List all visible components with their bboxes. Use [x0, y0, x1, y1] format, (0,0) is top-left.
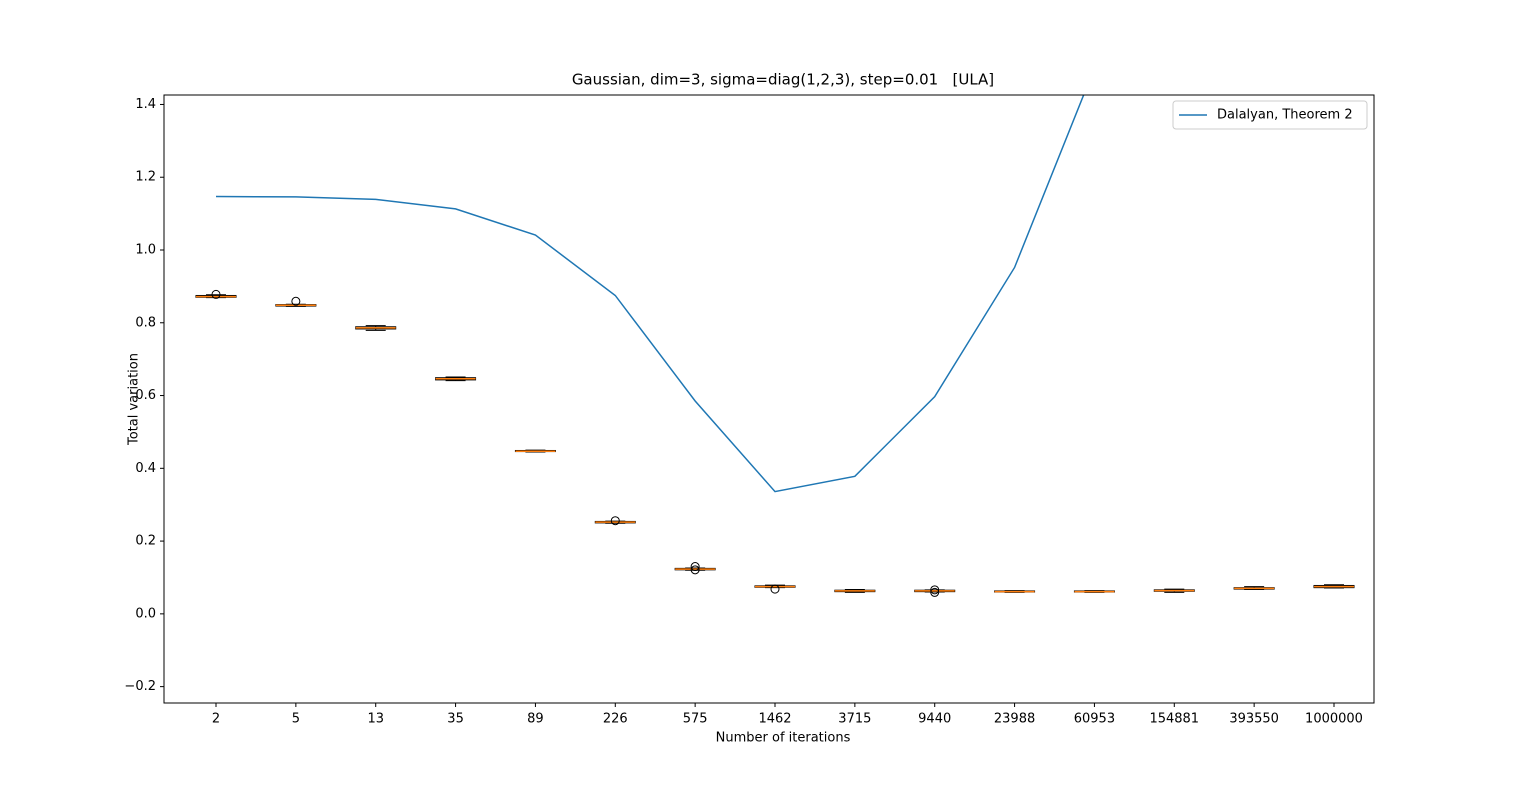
outlier — [610, 516, 620, 526]
y-tick-label: 0.8 — [135, 315, 156, 330]
outlier — [291, 296, 301, 306]
plot-area — [195, 95, 1355, 597]
x-tick-label: 13 — [367, 712, 384, 727]
outlier — [690, 565, 700, 575]
x-tick-label: 2 — [212, 712, 220, 727]
axes-frame — [163, 94, 1375, 704]
x-tick-label: 1462 — [758, 712, 791, 727]
y-tick-label: 0.2 — [135, 534, 156, 549]
x-tick-label: 35 — [447, 712, 464, 727]
y-tick-label: 1.4 — [135, 97, 156, 112]
legend-box — [1172, 100, 1368, 130]
outlier — [770, 584, 780, 594]
y-tick-label: 1.2 — [135, 170, 156, 185]
x-tick-label: 5 — [292, 712, 300, 727]
x-tick-label: 1000000 — [1305, 712, 1363, 727]
x-axis-label: Number of iterations — [716, 731, 851, 746]
outlier — [211, 289, 221, 299]
line-series — [215, 95, 1085, 493]
x-tick-label: 23988 — [994, 712, 1035, 727]
outlier — [690, 562, 700, 572]
x-tick-label: 89 — [527, 712, 544, 727]
chart-title: Gaussian, dim=3, sigma=diag(1,2,3), step… — [572, 71, 994, 89]
x-tick-label: 9440 — [918, 712, 951, 727]
x-tick-label: 575 — [683, 712, 708, 727]
x-tick-label: 393550 — [1229, 712, 1279, 727]
y-tick-label: 1.0 — [135, 243, 156, 258]
x-tick-label: 154881 — [1149, 712, 1199, 727]
x-tick-label: 226 — [603, 712, 628, 727]
y-tick-label: 0.4 — [135, 461, 156, 476]
y-tick-label: 0.0 — [135, 606, 156, 621]
x-tick-label: 60953 — [1074, 712, 1115, 727]
y-axis-label: Total variation — [127, 353, 142, 446]
y-tick-label: −0.2 — [124, 679, 156, 694]
legend-label: Dalalyan, Theorem 2 — [1217, 108, 1353, 123]
outlier — [930, 585, 940, 595]
x-tick-label: 3715 — [838, 712, 871, 727]
outlier — [930, 587, 940, 597]
y-tick-label: 0.6 — [135, 388, 156, 403]
